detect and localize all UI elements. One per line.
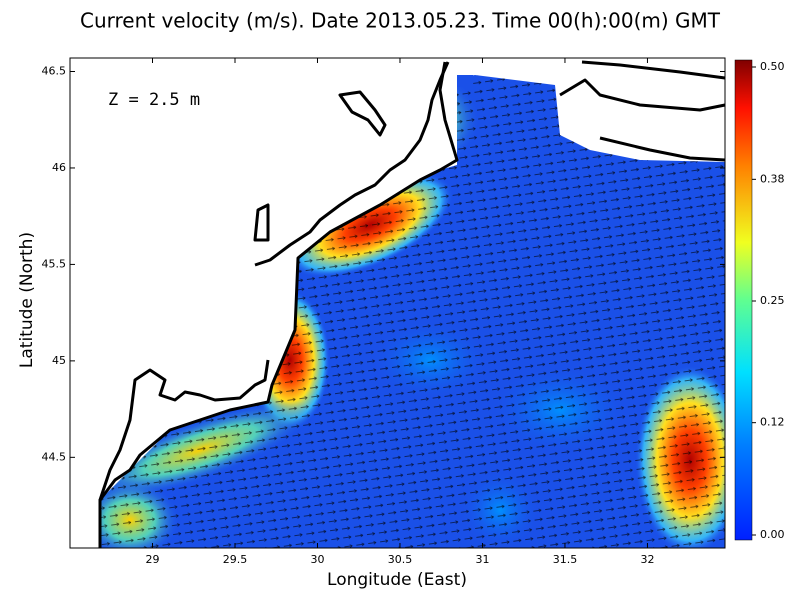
y-axis-label: Latitude (North) (17, 232, 37, 368)
x-tick-label: 31 (475, 553, 489, 566)
plot-frame (69, 57, 726, 549)
x-axis-label: Longitude (East) (327, 570, 467, 590)
colorbar-tick-label: 0.25 (760, 294, 785, 307)
x-tick-label: 31.5 (553, 553, 578, 566)
x-tick-label: 29 (145, 553, 159, 566)
y-tick-label: 46 (52, 161, 66, 174)
x-tick-label: 30 (310, 553, 324, 566)
colorbar-tick-label: 0.12 (760, 416, 785, 429)
y-tick-label: 45 (52, 354, 66, 367)
colorbar-tick-label: 0.38 (760, 172, 785, 185)
x-tick-label: 30.5 (388, 553, 413, 566)
y-tick-label: 45.5 (42, 257, 67, 270)
velocity-arrows (100, 75, 725, 548)
chart-title: Current velocity (m/s). Date 2013.05.23.… (80, 9, 721, 33)
colorbar-tick-label: 0.50 (760, 60, 785, 73)
x-tick-label: 32 (640, 553, 654, 566)
x-tick-label: 29.5 (223, 553, 248, 566)
y-tick-label: 46.5 (42, 65, 67, 78)
colorbar (734, 59, 753, 541)
colorbar-tick-label: 0.00 (760, 528, 785, 541)
coastline (98, 60, 726, 548)
depth-annotation: Z = 2.5 m (108, 90, 200, 110)
y-tick-label: 44.5 (42, 450, 67, 463)
sea-cell (457, 75, 473, 87)
velocity-field (100, 75, 725, 548)
